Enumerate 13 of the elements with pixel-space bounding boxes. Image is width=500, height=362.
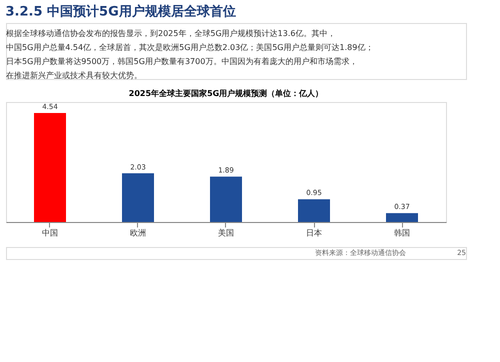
bar (34, 113, 66, 222)
bar (210, 176, 242, 222)
chart-subtitle: 2025年全球主要国家5G用户规模预测（单位：亿人） (128, 88, 324, 98)
chart-title: 3.2.5 中国预计5G用户规模居全球首位 (6, 4, 236, 20)
x-tick-label: 日本 (306, 228, 322, 238)
text: 根据全球移动通信协会发布的报告显示，到2025年，全球5G用户规模预计达13.6亿。其中，中国5G用户总量4.54亿，全球居首，其次是欧洲5G用户总数2.03亿；美国5G用户总量则可达1.89亿；日本5G用户数量将达9500万，韩国5G用户数量有3700万。中国因为有着庞大的用户和市场需求，在推进新兴产业或技术具有较大优势。 (6, 29, 374, 80)
x-tick-label: 中国 (42, 228, 58, 238)
bar (298, 199, 330, 222)
bar (386, 213, 418, 222)
x-tick-label: 欧洲 (130, 228, 146, 238)
x-tick-label: 美国 (218, 228, 234, 238)
bar (122, 173, 154, 222)
x-tick-label: 韩国 (394, 228, 410, 238)
